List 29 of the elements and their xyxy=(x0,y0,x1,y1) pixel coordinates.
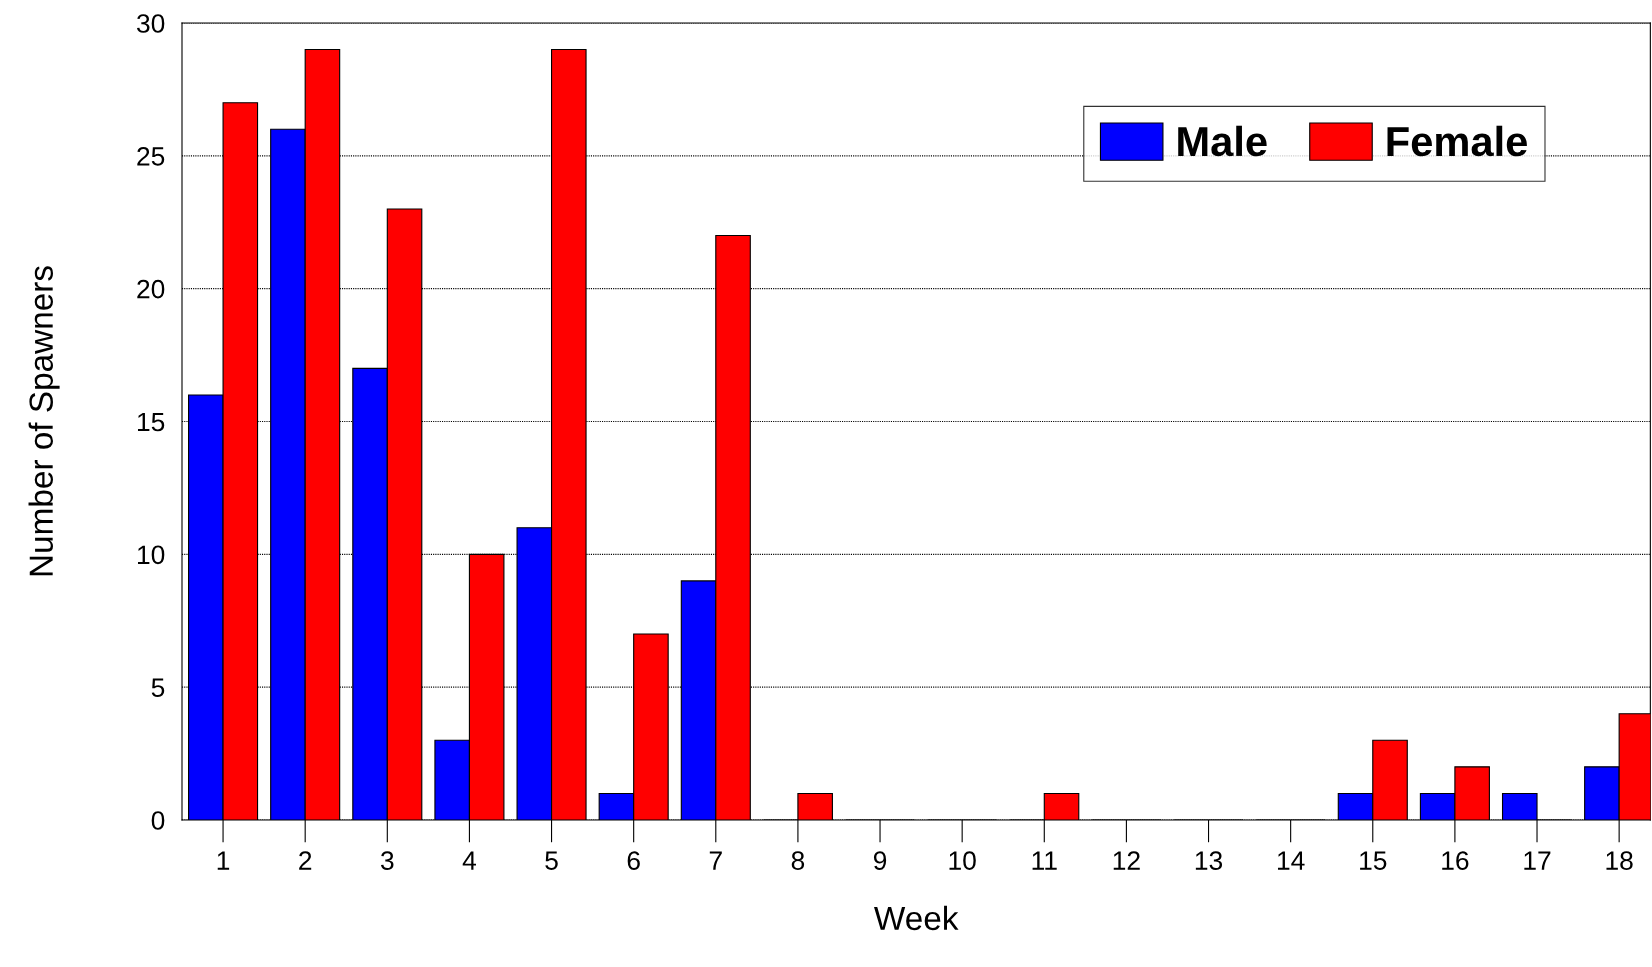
legend-label: Female xyxy=(1387,125,1527,157)
x-tick-label: 16 xyxy=(1442,851,1469,870)
y-tick-label: 20 xyxy=(137,279,165,299)
x-tick-label: 8 xyxy=(791,851,805,870)
x-tick-label: 14 xyxy=(1277,851,1305,870)
x-axis-title: Week xyxy=(874,905,959,931)
x-tick-label: 3 xyxy=(380,851,394,870)
x-tick-label: 18 xyxy=(1606,851,1633,870)
x-tick-label: 2 xyxy=(299,851,312,870)
x-tick-label: 1 xyxy=(217,851,230,870)
y-tick-label: 5 xyxy=(151,678,165,697)
x-tick-label: 17 xyxy=(1524,851,1551,870)
y-axis-title: Number of Spawners xyxy=(28,266,60,576)
x-tick-label: 10 xyxy=(949,851,976,870)
y-tick-label: 25 xyxy=(137,146,165,166)
x-tick-label: 11 xyxy=(1032,851,1057,870)
y-tick-label: 0 xyxy=(151,811,165,830)
y-tick-label: 15 xyxy=(138,412,165,432)
x-tick-label: 15 xyxy=(1360,851,1387,870)
x-tick-label: 5 xyxy=(545,851,558,870)
y-tick-label: 10 xyxy=(138,545,165,565)
x-tick-label: 6 xyxy=(627,851,640,870)
x-tick-label: 4 xyxy=(462,851,476,870)
x-tick-label: 13 xyxy=(1195,851,1223,870)
x-tick-label: 12 xyxy=(1113,851,1140,870)
x-tick-label: 9 xyxy=(873,851,887,870)
legend-label: Male xyxy=(1178,125,1267,157)
y-tick-label: 30 xyxy=(136,14,165,33)
x-tick-label: 7 xyxy=(709,851,722,870)
